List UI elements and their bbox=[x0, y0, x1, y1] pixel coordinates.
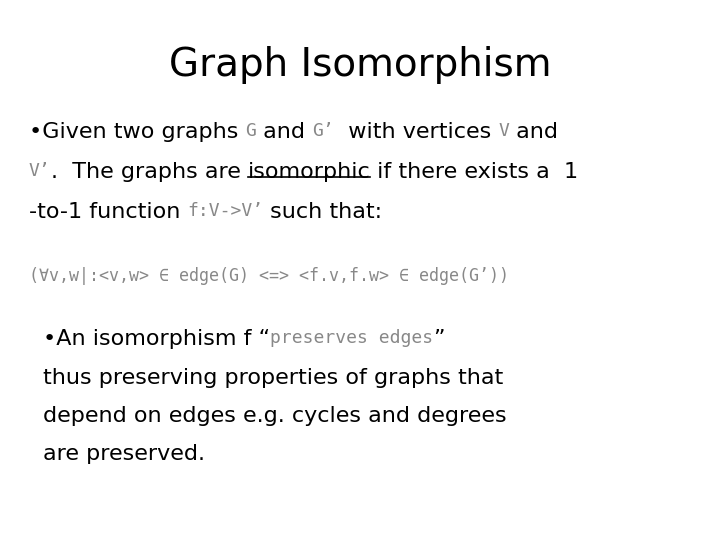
Text: isomorphic: isomorphic bbox=[248, 162, 370, 182]
Text: and: and bbox=[509, 122, 558, 141]
Text: thus preserving properties of graphs that: thus preserving properties of graphs tha… bbox=[43, 368, 503, 388]
Text: if there exists a  1: if there exists a 1 bbox=[370, 162, 578, 182]
Text: (∀v,w|:<v,w> ∈ edge(G) <=> <f.v,f.w> ∈ edge(G’)): (∀v,w|:<v,w> ∈ edge(G) <=> <f.v,f.w> ∈ e… bbox=[29, 267, 509, 285]
Text: preserves edges: preserves edges bbox=[270, 329, 433, 347]
Text: ”: ” bbox=[433, 329, 445, 349]
Text: with vertices: with vertices bbox=[334, 122, 498, 141]
Text: V’: V’ bbox=[29, 162, 50, 180]
Text: •An isomorphism f “: •An isomorphism f “ bbox=[43, 329, 270, 349]
Text: depend on edges e.g. cycles and degrees: depend on edges e.g. cycles and degrees bbox=[43, 406, 507, 426]
Text: •Given two graphs: •Given two graphs bbox=[29, 122, 246, 141]
Text: V: V bbox=[498, 122, 509, 139]
Text: f:V->V’: f:V->V’ bbox=[187, 202, 264, 220]
Text: G: G bbox=[246, 122, 256, 139]
Text: such that:: such that: bbox=[264, 202, 382, 222]
Text: are preserved.: are preserved. bbox=[43, 444, 205, 464]
Text: -to-1 function: -to-1 function bbox=[29, 202, 187, 222]
Text: Graph Isomorphism: Graph Isomorphism bbox=[168, 46, 552, 84]
Text: G’: G’ bbox=[312, 122, 334, 139]
Text: .  The graphs are: . The graphs are bbox=[50, 162, 248, 182]
Text: and: and bbox=[256, 122, 312, 141]
